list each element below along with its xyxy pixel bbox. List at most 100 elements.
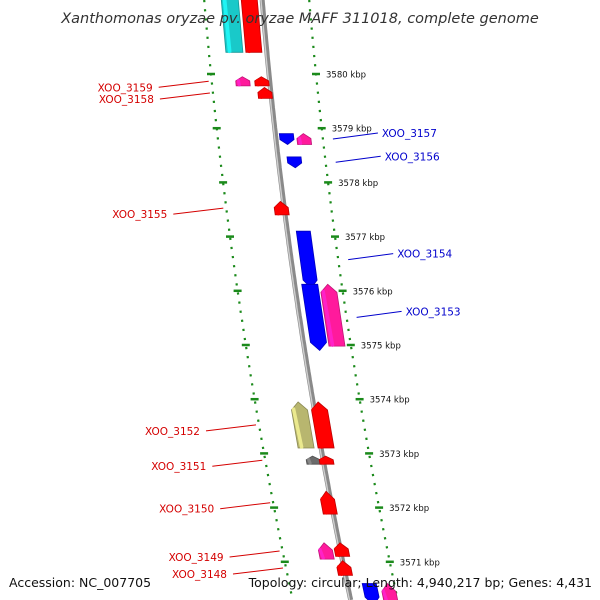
gene-xoo_3152[interactable] <box>311 401 335 449</box>
gene-highlight <box>274 205 280 216</box>
gene-cyan-top[interactable] <box>220 0 244 54</box>
gene-label-xoo_3148[interactable]: XOO_3148 <box>172 567 284 581</box>
gene-leader-line <box>356 310 402 318</box>
inner-ruler-ring <box>203 0 294 600</box>
gene-xoo_3153[interactable] <box>301 283 327 351</box>
gene-xoo_3150[interactable] <box>320 490 338 515</box>
gene-label-xoo_3155[interactable]: XOO_3155 <box>112 207 224 221</box>
gene-label-text[interactable]: XOO_3153 <box>406 306 461 318</box>
gene-blue-bottom[interactable] <box>361 583 380 600</box>
gene-gray-3151[interactable] <box>305 455 322 465</box>
gene-xoo_3157[interactable] <box>278 133 295 145</box>
gene-highlight <box>297 136 303 146</box>
gene-leader-line <box>212 459 263 467</box>
gene-label-text[interactable]: XOO_3159 <box>98 82 153 94</box>
gene-label-text[interactable]: XOO_3155 <box>112 209 167 221</box>
gene-highlight <box>303 289 317 345</box>
gene-xoo_3158[interactable] <box>257 87 273 99</box>
gene-leader-line <box>173 207 224 215</box>
gene-label-xoo_3157[interactable]: XOO_3157 <box>332 128 437 140</box>
gene-highlight <box>236 78 241 87</box>
topology-label: Topology: circular; Length: 4,940,217 bp… <box>248 575 592 590</box>
gene-label-xoo_3159[interactable]: XOO_3159 <box>98 80 209 94</box>
gene-leader-line <box>229 550 280 558</box>
gene-highlight <box>321 289 335 347</box>
gene-highlight <box>291 407 304 449</box>
gene-highlight <box>242 0 252 54</box>
gene-magenta-bottom[interactable] <box>381 582 399 600</box>
genes-layer <box>220 0 399 600</box>
scale-tick-label: 3573 kbp <box>379 450 419 460</box>
gene-arrow[interactable] <box>286 156 303 169</box>
scale-tick-label: 3572 kbp <box>389 504 429 514</box>
gene-highlight <box>288 159 293 165</box>
gene-label-text[interactable]: XOO_3149 <box>169 552 224 564</box>
gene-label-xoo_3154[interactable]: XOO_3154 <box>348 249 453 261</box>
gene-red-top[interactable] <box>240 0 263 54</box>
gene-xoo_3148[interactable] <box>336 560 353 576</box>
gene-xoo_3156[interactable] <box>286 156 303 169</box>
scale-tick-label: 3579 kbp <box>332 125 372 135</box>
gene-label-text[interactable]: XOO_3150 <box>159 504 214 516</box>
scale-tick-label: 3577 kbp <box>345 233 385 243</box>
gene-highlight <box>222 0 232 54</box>
gene-highlight <box>307 457 312 465</box>
gene-red-3149[interactable] <box>333 542 351 557</box>
gene-highlight <box>337 565 344 576</box>
gene-highlight <box>280 136 286 142</box>
gene-leader-line <box>348 253 394 261</box>
gene-label-text[interactable]: XOO_3152 <box>145 426 200 438</box>
gene-arrow[interactable] <box>361 583 380 600</box>
gene-label-xoo_3158[interactable]: XOO_3158 <box>99 92 210 106</box>
gene-label-xoo_3156[interactable]: XOO_3156 <box>335 151 440 163</box>
scale-tick-label: 3578 kbp <box>338 179 378 189</box>
scale-tick-label: 3571 kbp <box>400 558 440 568</box>
scale-tick-label: 3575 kbp <box>361 342 401 352</box>
ticks-layer: 3580 kbp 3579 kbp 3578 kbp 3577 kbp 3576 kbp… <box>207 71 440 568</box>
gene-leader-line <box>335 155 381 163</box>
gene-leader-line <box>205 424 257 432</box>
gene-leader-line <box>220 502 271 510</box>
scale-tick-label: 3576 kbp <box>353 287 393 297</box>
gene-xoo_3149[interactable] <box>317 542 335 560</box>
gene-highlight <box>255 78 260 87</box>
gene-leader-line <box>332 132 378 140</box>
gene-label-xoo_3151[interactable]: XOO_3151 <box>151 459 263 473</box>
gene-xoo_3151[interactable] <box>318 455 335 465</box>
gene-label-text[interactable]: XOO_3154 <box>397 249 452 261</box>
gene-highlight <box>297 236 309 282</box>
gene-label-text[interactable]: XOO_3156 <box>385 151 440 163</box>
gene-label-xoo_3149[interactable]: XOO_3149 <box>169 550 280 564</box>
gene-highlight <box>318 547 325 560</box>
gene-olive-3152[interactable] <box>291 401 315 449</box>
accession-label: Accession: NC_007705 <box>9 575 151 590</box>
gene-arrow[interactable] <box>278 133 295 145</box>
gene-label-text[interactable]: XOO_3157 <box>382 128 437 140</box>
scale-tick-label: 3580 kbp <box>326 71 366 81</box>
gene-highlight <box>320 457 325 465</box>
gene-xoo_3159[interactable] <box>235 76 251 87</box>
gene-leader-line <box>232 567 284 575</box>
gene-highlight <box>381 589 389 600</box>
gene-label-xoo_3152[interactable]: XOO_3152 <box>145 424 257 438</box>
map-title: Xanthomonas oryzae pv. oryzae MAFF 31101… <box>60 11 539 27</box>
gene-label-text[interactable]: XOO_3158 <box>99 94 154 106</box>
gene-label-text[interactable]: XOO_3148 <box>172 569 227 581</box>
gene-magenta-3157[interactable] <box>296 133 313 146</box>
gene-leader-line <box>158 80 209 88</box>
gene-magenta-3153[interactable] <box>320 283 346 347</box>
gene-label-text[interactable]: XOO_3151 <box>151 461 206 473</box>
gene-red-3159[interactable] <box>254 76 270 87</box>
scale-tick-label: 3574 kbp <box>370 396 410 406</box>
gene-leader-line <box>159 92 210 100</box>
gene-xoo_3154[interactable] <box>295 230 318 289</box>
gene-xoo_3155[interactable] <box>273 200 290 216</box>
gene-highlight <box>311 407 324 449</box>
gene-highlight <box>258 90 264 99</box>
gene-label-xoo_3153[interactable]: XOO_3153 <box>356 306 461 318</box>
gene-highlight <box>363 589 372 599</box>
gene-highlight <box>334 546 341 557</box>
gene-label-xoo_3150[interactable]: XOO_3150 <box>159 502 271 516</box>
